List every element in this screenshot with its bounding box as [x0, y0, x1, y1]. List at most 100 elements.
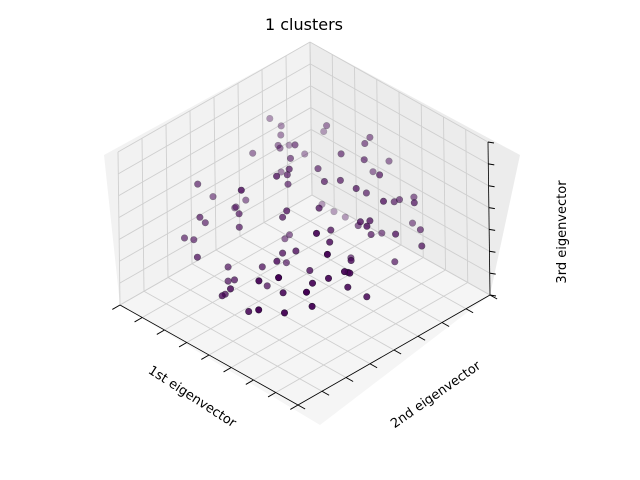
y-tick-mark: [267, 392, 276, 398]
data-point: [282, 259, 290, 267]
data-point: [336, 176, 344, 184]
data-point: [390, 198, 398, 206]
data-point: [285, 165, 293, 173]
data-point: [235, 210, 243, 218]
data-point: [340, 268, 348, 276]
z-tick-mark: [489, 272, 496, 275]
data-point: [232, 203, 240, 211]
data-point: [258, 263, 266, 271]
grid-line-z-back: [310, 129, 490, 230]
data-point: [314, 165, 322, 173]
data-point: [196, 213, 204, 221]
data-point: [410, 199, 418, 207]
data-point: [235, 223, 243, 231]
data-point: [323, 122, 331, 130]
data-point: [320, 178, 328, 186]
data-point: [366, 133, 374, 141]
data-point: [249, 149, 257, 157]
data-point: [286, 154, 294, 162]
grid-line-z-left: [118, 85, 311, 197]
x-tick-mark: [393, 349, 402, 355]
data-point: [227, 285, 235, 293]
x-axis-label: 1st eigenvector: [145, 363, 239, 431]
grid-line-x-wall: [117, 151, 121, 306]
data-point: [363, 293, 371, 301]
grid-line-z-back: [311, 194, 491, 296]
data-point: [337, 150, 345, 158]
data-point: [416, 226, 424, 234]
data-point: [366, 217, 374, 225]
grid-line-z-back: [310, 63, 489, 165]
data-point: [273, 257, 281, 265]
grid-line-z-back: [310, 107, 490, 208]
data-point: [277, 131, 285, 139]
z-tick-mark: [487, 141, 495, 144]
grid-line-z-left: [119, 194, 313, 306]
x-tick-mark: [417, 335, 426, 341]
data-point: [281, 235, 289, 243]
grid-line-z-left: [118, 107, 312, 218]
data-point: [201, 219, 209, 227]
grid-line-y-floor: [275, 282, 468, 393]
grid-line-y-floor: [208, 244, 402, 356]
data-point: [352, 185, 360, 193]
data-point: [237, 186, 245, 194]
z-axis-label: 3rd eigenvector: [555, 180, 570, 284]
data-point: [344, 283, 352, 291]
data-point: [308, 302, 316, 310]
data-point: [369, 168, 377, 176]
data-point: [283, 207, 291, 215]
data-point: [408, 219, 416, 227]
grid-line-z-left: [117, 41, 311, 153]
grid-line-y-floor: [253, 269, 446, 381]
data-point: [276, 144, 284, 152]
data-point: [291, 141, 299, 149]
data-point: [330, 208, 338, 216]
z-tick-mark: [489, 294, 497, 297]
data-point: [302, 288, 310, 296]
grid-line-z-back: [310, 85, 489, 187]
data-point: [327, 226, 335, 234]
y-axis-label: 2nd eigenvector: [388, 358, 484, 432]
data-point: [285, 231, 293, 239]
data-point: [284, 180, 292, 188]
y-tick-mark: [290, 404, 299, 410]
data-point: [218, 292, 226, 300]
x-tick-mark: [369, 363, 378, 369]
data-point: [277, 168, 285, 176]
z-tick-mark: [488, 207, 495, 210]
data-point: [245, 307, 253, 315]
data-point: [312, 229, 320, 237]
grid-line-y-wall: [443, 116, 446, 271]
y-tick-mark: [245, 379, 254, 385]
data-point: [279, 213, 287, 221]
data-point: [273, 172, 281, 180]
grid-line-y-wall: [309, 41, 313, 196]
data-point: [209, 193, 217, 201]
data-point: [379, 197, 387, 205]
y-tick-mark: [223, 367, 232, 373]
data-point: [301, 150, 309, 158]
data-point: [190, 236, 198, 244]
grid-line-y-floor: [164, 219, 357, 331]
y-tick-mark: [178, 342, 187, 348]
grid-line-z-left: [118, 63, 311, 175]
data-point: [361, 140, 369, 148]
data-point: [363, 222, 371, 230]
grid-line-z-back: [309, 41, 489, 143]
y-tick-mark: [156, 329, 165, 335]
grid-line-y-wall: [331, 54, 335, 208]
z-tick-mark: [488, 185, 495, 188]
data-point: [255, 306, 263, 314]
x-tick-mark: [345, 377, 354, 382]
grid-line-x-wall: [165, 124, 169, 278]
x-tick-mark: [321, 390, 330, 396]
z-tick-mark: [489, 250, 496, 253]
grid-line-y-wall: [376, 79, 380, 233]
data-point: [367, 231, 375, 239]
data-point: [255, 277, 263, 285]
grid-line-y-wall: [465, 129, 469, 283]
grid-line-x-wall: [261, 69, 265, 223]
data-point: [385, 157, 393, 165]
